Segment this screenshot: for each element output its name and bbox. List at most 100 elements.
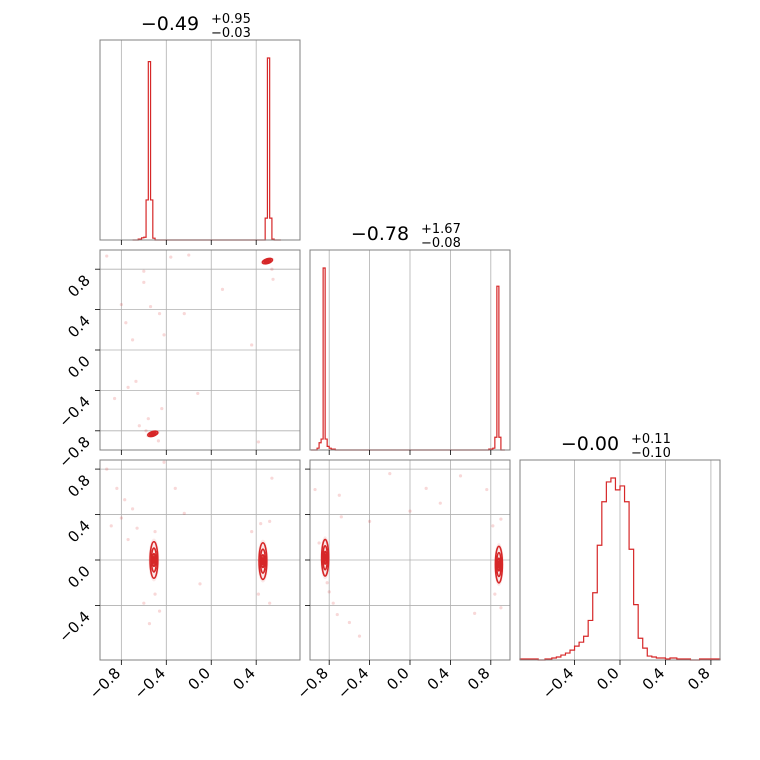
scatter-point	[256, 440, 261, 444]
x-tick-label: 0.4	[229, 664, 259, 694]
scatter-point	[268, 519, 272, 523]
scatter-point	[271, 277, 275, 281]
x-tick-label: −0.8	[294, 664, 332, 702]
scatter-point	[270, 476, 274, 480]
scatter-point	[123, 498, 127, 502]
x-tick-label: 0.4	[639, 664, 669, 694]
y-tick-label: −0.8	[55, 433, 93, 471]
scatter-point	[160, 406, 164, 411]
scatter-point	[317, 541, 321, 545]
scatter-point	[162, 460, 166, 464]
scatter-point	[130, 507, 135, 511]
scatter-point	[153, 529, 157, 534]
y-tick-label: 0.4	[64, 517, 94, 547]
scatter-point	[142, 269, 146, 273]
scatter-point	[485, 487, 489, 492]
scatter-point	[157, 312, 162, 316]
scatter-point	[115, 486, 119, 491]
scatter-point	[458, 474, 463, 478]
panel-title-plus: +0.11	[631, 432, 671, 447]
density-contour	[261, 257, 274, 265]
scatter-point	[268, 601, 272, 605]
scatter-point	[339, 515, 343, 519]
x-tick-label: 0.0	[383, 664, 413, 694]
panel-content	[105, 460, 274, 626]
panel-title-value: −0.78	[351, 223, 409, 245]
scatter-point	[327, 590, 331, 594]
scatter-point	[220, 287, 225, 291]
scatter-point	[130, 338, 135, 342]
x-tick-label: −0.4	[334, 664, 372, 702]
y-tick-label: −0.4	[55, 608, 93, 646]
scatter-point	[337, 493, 341, 497]
histogram-panel-1: −0.49 +0.95−0.03	[99, 12, 301, 245]
scatter-point	[198, 582, 202, 586]
scatter-point	[105, 254, 109, 258]
scatter-point	[313, 487, 317, 492]
scatter-point	[331, 601, 335, 605]
density-core	[265, 259, 269, 263]
y-tick-label: 0.4	[64, 312, 94, 342]
scatter-panel-2: −0.8 −0.4 0.0 0.4−0.40.00.40.8	[55, 459, 301, 703]
density-contour	[494, 545, 504, 584]
scatter-point	[146, 417, 150, 421]
density-contour	[495, 551, 502, 578]
histogram-line	[311, 267, 505, 451]
density-contour	[149, 540, 159, 580]
x-tick-label: −0.4	[539, 664, 577, 702]
panel-title-minus: −0.03	[211, 26, 251, 41]
scatter-panel-3: −0.8 −0.4 0.0 0.4 0.8	[294, 459, 511, 703]
panel-title-value: −0.00	[561, 433, 619, 455]
scatter-panel-1: −0.8−0.4 0.0 0.4 0.8	[55, 249, 301, 471]
scatter-point	[147, 622, 152, 626]
scatter-point	[142, 280, 146, 284]
x-tick-label: −0.8	[86, 664, 124, 702]
scatter-point	[126, 385, 130, 389]
density-contour	[150, 547, 158, 573]
density-contour	[258, 542, 268, 581]
scatter-point	[153, 592, 157, 596]
density-contour	[320, 538, 330, 577]
x-tick-label: 0.8	[464, 664, 494, 694]
density-core	[323, 553, 327, 562]
scatter-point	[473, 611, 477, 616]
scatter-point	[113, 396, 117, 401]
scatter-point	[137, 424, 141, 428]
scatter-point	[347, 620, 351, 625]
scatter-point	[134, 379, 138, 383]
density-core	[152, 556, 156, 564]
density-contour	[259, 548, 267, 574]
panel-title-plus: +1.67	[421, 222, 461, 237]
panel-title-minus: −0.10	[631, 446, 671, 461]
scatter-point	[109, 524, 113, 528]
scatter-point	[438, 501, 442, 505]
scatter-point	[493, 592, 497, 596]
histogram-panel-2: −0.78 +1.67−0.08	[309, 222, 511, 455]
histogram-panel-3: −0.4 0.0 0.4 0.8 −0.00 +0.11−0.10	[519, 432, 721, 703]
x-tick-label: 0.4	[424, 664, 454, 694]
scatter-point	[499, 517, 503, 521]
scatter-point	[259, 522, 263, 526]
x-tick-label: 0.0	[593, 664, 623, 694]
scatter-point	[156, 439, 161, 443]
panel-frame	[99, 39, 301, 241]
scatter-point	[157, 609, 162, 613]
scatter-point	[173, 486, 177, 491]
scatter-point	[148, 304, 153, 309]
panel-title-value: −0.49	[141, 13, 199, 35]
panel-content	[105, 253, 275, 444]
density-contour	[322, 544, 329, 571]
scatter-point	[105, 467, 109, 471]
scatter-point	[119, 302, 123, 307]
x-tick-label: 0.0	[184, 664, 214, 694]
scatter-point	[408, 509, 412, 513]
panel-title-plus: +0.95	[211, 12, 251, 27]
histogram-line	[519, 477, 721, 661]
scatter-point	[357, 634, 362, 638]
density-contour	[147, 430, 159, 438]
y-tick-label: 0.0	[64, 352, 94, 382]
density-core	[151, 432, 155, 436]
x-tick-label: −0.4	[131, 664, 169, 702]
scatter-point	[250, 529, 254, 534]
